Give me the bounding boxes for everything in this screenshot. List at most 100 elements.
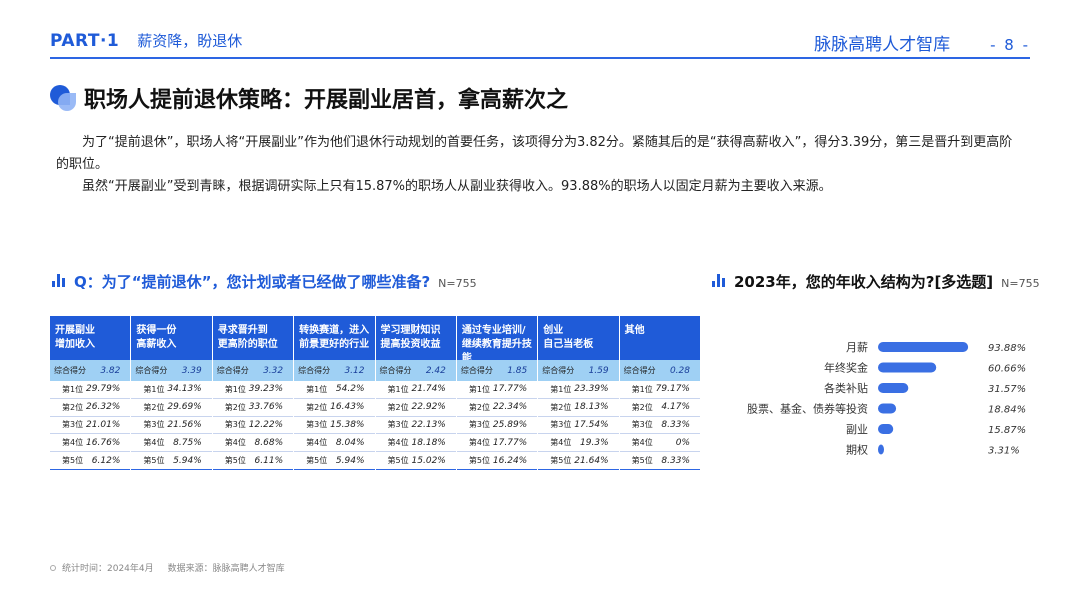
rank-label: 第4位 [631, 438, 653, 448]
score-label: 综合得分 [135, 366, 168, 375]
rank-label: 第1位 [631, 384, 653, 394]
bubble-icon [50, 85, 76, 111]
bar-chart-icon [712, 274, 727, 287]
column-header-line1: 转换赛道，进入 [299, 325, 370, 336]
rank-value: 54.2% [335, 384, 365, 395]
rank-label: 第3位 [468, 420, 490, 430]
rank-row: 第1位 23.39% [538, 381, 619, 399]
rank-value: 21.74% [411, 384, 446, 395]
rank-row: 第1位 21.74% [375, 381, 456, 399]
column-header-line2: 继续教育提升技能 [461, 339, 532, 364]
rank-row: 第4位 8.68% [212, 434, 294, 453]
page-number: - 8 - [990, 36, 1030, 54]
column-header: 通过专业培训/继续教育提升技能 [456, 316, 538, 364]
rank-row: 第2位 29.69% [131, 398, 212, 417]
ranking-table: 开展副业 增加收入 综合得分 3.82 第1位 29.79% 第2位 26.32% 第3位 21.… [50, 316, 700, 470]
section-label: 薪资降，盼退休 [137, 32, 243, 50]
column-header: 学习理财知识 提高投资收益 [375, 316, 456, 360]
rank-row: 第2位 18.13% [538, 398, 619, 417]
rank-label: 第2位 [62, 402, 84, 412]
category-label: 副业 [846, 423, 868, 436]
rank-label: 第4位 [550, 438, 572, 448]
rank-value: 8.33% [661, 419, 690, 430]
rank-label: 第5位 [631, 456, 653, 466]
score-label: 综合得分 [460, 366, 493, 375]
rank-row: 第5位 5.94% [294, 452, 375, 470]
value-label: 31.57% [988, 384, 1026, 395]
rank-row: 第1位 79.17% [619, 381, 700, 399]
right-question-n: N=755 [1001, 277, 1040, 290]
rank-row: 第4位 8.75% [131, 434, 212, 453]
left-question-text: Q：为了“提前退休”，您计划或者已经做了哪些准备? [74, 273, 431, 291]
bar [878, 342, 969, 352]
rank-row: 第3位 17.54% [538, 416, 619, 435]
score-value: 0.28 [669, 365, 690, 376]
score-row: 综合得分 3.32 [212, 360, 294, 381]
rank-label: 第2位 [550, 402, 572, 412]
score-label: 综合得分 [542, 366, 575, 375]
column-header-line1: 开展副业 [55, 325, 95, 336]
rank-row: 第2位 16.43% [294, 398, 375, 417]
rank-row: 第5位 15.02% [375, 452, 456, 470]
column-header-line2: 前景更好的行业 [299, 339, 370, 350]
rank-value: 79.17% [655, 384, 690, 395]
rank-label: 第1位 [143, 384, 165, 394]
rank-value: 34.13% [167, 384, 202, 395]
rank-label: 第1位 [387, 384, 409, 394]
rank-row: 第3位 21.01% [50, 416, 131, 435]
value-label: 60.66% [988, 364, 1026, 375]
rank-row: 第5位 16.24% [456, 452, 538, 470]
rank-label: 第2位 [306, 402, 328, 412]
score-value: 1.59 [588, 365, 609, 376]
rank-value: 21.64% [574, 455, 609, 466]
footer: 统计时间：2024年4月 数据来源：脉脉高聘人才智库 [50, 561, 285, 574]
rank-row: 第5位 5.94% [131, 452, 212, 470]
rank-value: 21.01% [86, 419, 121, 430]
score-row: 综合得分 3.12 [294, 360, 375, 381]
rank-row: 第2位 22.92% [375, 398, 456, 417]
rank-label: 第1位 [224, 384, 246, 394]
rank-label: 第3位 [143, 420, 165, 430]
table-column: 获得一份 高薪收入 综合得分 3.39 第1位 34.13% 第2位 29.69% 第3位 21.… [131, 316, 212, 470]
footer-time: 统计时间：2024年4月 [62, 564, 154, 574]
right-question: 2023年，您的年收入结构为?[多选题] N=755 [712, 271, 1040, 292]
rank-row: 第1位 39.23% [212, 381, 294, 399]
footer-source: 数据来源：脉脉高聘人才智库 [167, 564, 285, 574]
table-column: 创业 自己当老板 综合得分 1.59 第1位 23.39% 第2位 18.13% 第3位 17.5… [538, 316, 619, 470]
category-label: 股票、基金、债券等投资 [747, 402, 868, 416]
rank-label: 第3位 [387, 420, 409, 430]
value-label: 3.31% [988, 446, 1020, 457]
column-header-line2: 更高阶的职位 [217, 339, 278, 350]
rank-value: 25.89% [492, 419, 528, 430]
bar [878, 383, 909, 393]
score-label: 综合得分 [623, 366, 656, 375]
score-label: 综合得分 [54, 366, 86, 375]
rank-label: 第5位 [143, 456, 165, 466]
header-left: PART·1 薪资降，盼退休 [50, 30, 242, 51]
rank-row: 第3位 12.22% [212, 416, 294, 435]
rank-label: 第2位 [387, 402, 409, 412]
table-column: 开展副业 增加收入 综合得分 3.82 第1位 29.79% 第2位 26.32% 第3位 21.… [50, 316, 131, 470]
rank-value: 39.23% [248, 384, 284, 395]
rank-value: 33.76% [248, 402, 284, 413]
value-label: 93.88% [988, 343, 1026, 354]
rank-row: 第2位 22.34% [456, 398, 538, 417]
rank-value: 12.22% [248, 419, 284, 430]
rank-row: 第4位 17.77% [456, 434, 538, 453]
rank-row: 第1位 29.79% [50, 381, 131, 399]
rank-label: 第4位 [143, 438, 165, 448]
column-header-line2: 高薪收入 [136, 339, 177, 350]
rank-row: 第2位 4.17% [619, 398, 700, 417]
rank-value: 17.77% [492, 384, 528, 395]
rank-row: 第1位 34.13% [131, 381, 212, 399]
table-column: 转换赛道，进入 前景更好的行业 综合得分 3.12 第1位 54.2% 第2位 16.43% 第… [294, 316, 375, 470]
rank-value: 8.04% [335, 437, 365, 448]
rank-row: 第3位 21.56% [131, 416, 212, 435]
title-block: 职场人提前退休策略：开展副业居首，拿高薪次之 [50, 82, 568, 114]
column-header-line1: 寻求晋升到 [217, 325, 268, 336]
header-divider [50, 57, 1030, 59]
rank-label: 第4位 [224, 438, 246, 448]
table-column: 其他 综合得分 0.28 第1位 79.17% 第2位 4.17% 第3位 8.33% 第4位 0%… [619, 316, 700, 470]
rank-row: 第4位 19.3% [538, 434, 619, 453]
column-header-line1: 获得一份 [136, 325, 177, 336]
